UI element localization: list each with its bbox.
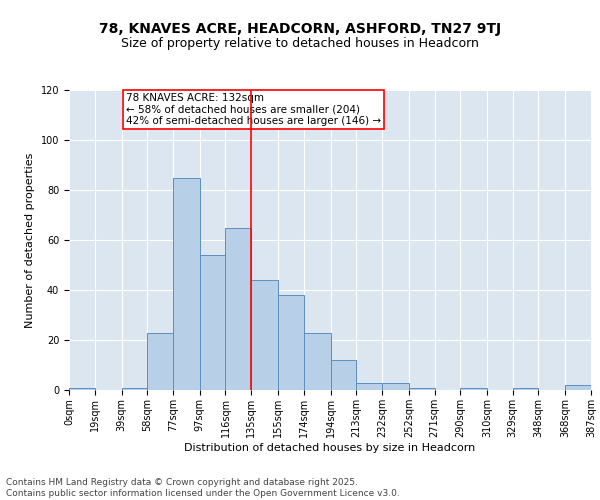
Bar	[565, 385, 591, 390]
Bar	[304, 332, 331, 390]
Bar	[331, 360, 356, 390]
Bar	[460, 388, 487, 390]
Bar	[226, 228, 251, 390]
Bar	[147, 332, 173, 390]
Y-axis label: Number of detached properties: Number of detached properties	[25, 152, 35, 328]
Text: 78, KNAVES ACRE, HEADCORN, ASHFORD, TN27 9TJ: 78, KNAVES ACRE, HEADCORN, ASHFORD, TN27…	[99, 22, 501, 36]
Bar	[122, 388, 147, 390]
Bar	[251, 280, 278, 390]
Bar	[409, 388, 434, 390]
Bar	[356, 382, 382, 390]
Bar	[200, 255, 226, 390]
Bar	[278, 295, 304, 390]
Bar	[173, 178, 200, 390]
Bar	[513, 388, 538, 390]
Bar	[382, 382, 409, 390]
Text: Contains HM Land Registry data © Crown copyright and database right 2025.
Contai: Contains HM Land Registry data © Crown c…	[6, 478, 400, 498]
Text: 78 KNAVES ACRE: 132sqm
← 58% of detached houses are smaller (204)
42% of semi-de: 78 KNAVES ACRE: 132sqm ← 58% of detached…	[126, 93, 381, 126]
X-axis label: Distribution of detached houses by size in Headcorn: Distribution of detached houses by size …	[184, 442, 476, 452]
Bar	[69, 388, 95, 390]
Text: Size of property relative to detached houses in Headcorn: Size of property relative to detached ho…	[121, 38, 479, 51]
